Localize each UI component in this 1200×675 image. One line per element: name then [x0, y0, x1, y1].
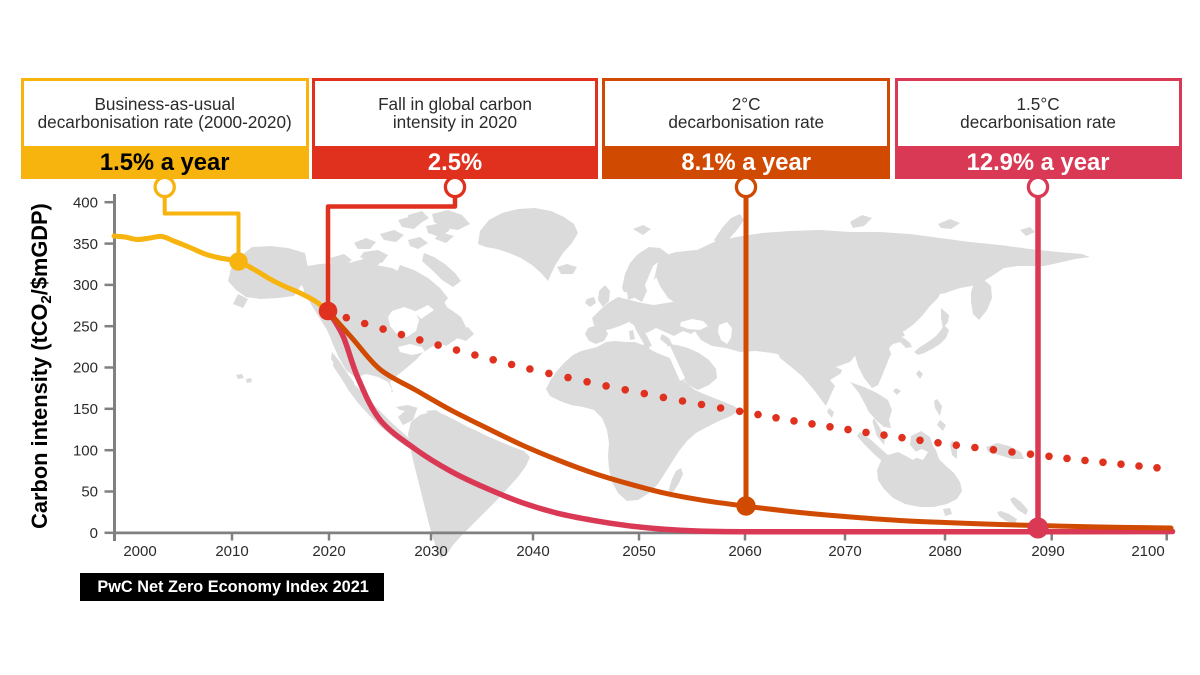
- svg-text:250: 250: [73, 318, 98, 335]
- svg-text:0: 0: [90, 525, 98, 542]
- svg-text:200: 200: [73, 360, 98, 377]
- svg-text:2000: 2000: [123, 543, 156, 560]
- svg-text:300: 300: [73, 277, 98, 294]
- svg-text:2050: 2050: [622, 543, 655, 560]
- svg-text:400: 400: [73, 194, 98, 211]
- svg-text:2070: 2070: [828, 543, 861, 560]
- svg-text:50: 50: [81, 484, 98, 501]
- svg-text:2030: 2030: [414, 543, 447, 560]
- svg-text:100: 100: [73, 442, 98, 459]
- svg-text:2090: 2090: [1031, 543, 1064, 560]
- svg-text:350: 350: [73, 236, 98, 253]
- svg-text:2040: 2040: [516, 543, 549, 560]
- svg-text:2100: 2100: [1131, 543, 1164, 560]
- svg-text:2020: 2020: [312, 543, 345, 560]
- svg-text:2010: 2010: [215, 543, 248, 560]
- svg-text:2080: 2080: [928, 543, 961, 560]
- svg-text:150: 150: [73, 401, 98, 418]
- svg-text:2060: 2060: [728, 543, 761, 560]
